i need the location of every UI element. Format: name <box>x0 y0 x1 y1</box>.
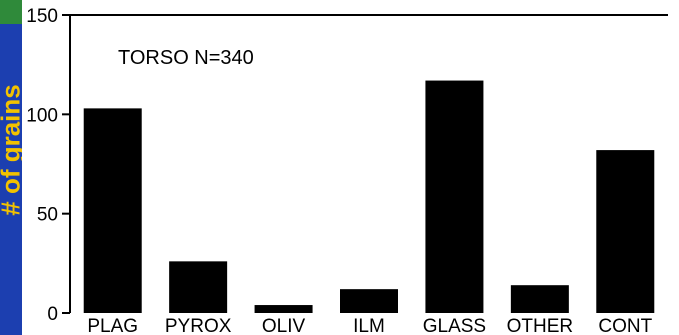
bar-pyrox <box>169 261 228 313</box>
bar-cont <box>596 150 655 313</box>
x-tick-label: ILM <box>353 316 385 335</box>
y-tick-label: 0 <box>47 304 58 325</box>
chart-annotation: TORSO N=340 <box>118 47 254 69</box>
x-tick-label: PYROX <box>165 316 232 335</box>
x-tick-label: GLASS <box>423 316 486 335</box>
bar-other <box>510 285 569 313</box>
bar-glass <box>425 80 484 313</box>
y-tick-label: 150 <box>26 6 58 27</box>
x-tick-label: OLIV <box>262 316 306 335</box>
side-band-accent <box>0 0 22 24</box>
x-tick-label: PLAG <box>87 316 138 335</box>
y-tick-label: 100 <box>26 105 58 126</box>
bar-oliv <box>254 305 313 313</box>
x-tick-label: CONT <box>598 316 652 335</box>
y-tick-label: 50 <box>37 205 58 226</box>
bar-plag <box>83 108 142 313</box>
bar-ilm <box>340 289 398 313</box>
side-band: # of grains <box>0 0 22 335</box>
x-tick-label: OTHER <box>507 316 574 335</box>
